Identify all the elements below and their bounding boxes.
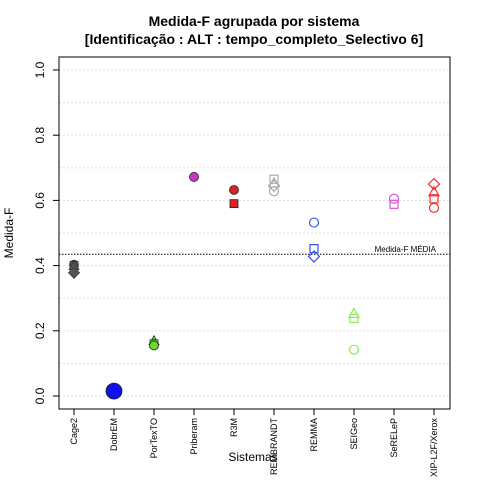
x-tick-label: REMBRANDT — [269, 418, 279, 476]
y-tick-label: 0.2 — [33, 322, 47, 339]
point-square — [429, 194, 439, 204]
x-axis: Cage2 DobrEM PorTexTO Priberam R3M REMBRANDT R… — [69, 408, 439, 478]
point-circle — [388, 193, 400, 204]
point-diamond — [267, 179, 281, 193]
y-tick-label: 0.4 — [33, 257, 47, 274]
x-tick-label: XIP-L2F/Xerox — [429, 418, 439, 478]
point-circle — [348, 344, 360, 355]
chart-subtitle: [Identificação : ALT : tempo_completo_Se… — [85, 31, 423, 47]
point-diamond — [427, 177, 441, 191]
point-diamond — [67, 266, 81, 279]
reference-line-label: Medida-F MÉDIA — [375, 245, 437, 254]
chart-title: Medida-F agrupada por sistema — [149, 13, 360, 29]
point-triangle — [427, 185, 441, 197]
x-tick-label: Cage2 — [69, 418, 79, 445]
x-tick-label: SEIGeo — [349, 418, 359, 450]
points-layer — [67, 172, 441, 400]
point-circle — [229, 185, 239, 195]
point-circle — [308, 217, 320, 228]
point-triangle — [347, 307, 361, 318]
y-tick-label: 0.0 — [33, 387, 47, 404]
point-square — [269, 174, 279, 184]
point-diamond — [307, 250, 321, 263]
point-circle — [268, 186, 280, 197]
point-circle — [189, 172, 199, 182]
x-tick-label: R3M — [229, 418, 239, 437]
y-tick-label: 0.6 — [33, 192, 47, 209]
point-square — [389, 199, 399, 209]
x-tick-label: REMMA — [309, 418, 319, 452]
x-axis-label: Sistemas — [228, 450, 277, 464]
point-square — [349, 313, 359, 324]
y-axis-label: Medida-F — [2, 208, 16, 259]
y-tick-label: 1.0 — [33, 61, 47, 78]
reference-layer: Medida-F MÉDIA — [59, 245, 450, 255]
x-tick-label: Priberam — [189, 418, 199, 455]
point-circle — [428, 202, 440, 213]
point-circle — [105, 382, 123, 400]
point-square — [309, 244, 319, 254]
grid-layer — [59, 69, 450, 397]
y-axis: 0.0 0.2 0.4 0.6 0.8 1.0 — [33, 61, 60, 404]
point-circle — [149, 340, 159, 351]
y-tick-label: 0.8 — [33, 127, 47, 144]
x-tick-label: SeRELeP — [389, 418, 399, 458]
x-tick-label: DobrEM — [109, 418, 119, 451]
x-tick-label: PorTexTO — [149, 418, 159, 458]
point-square — [229, 199, 239, 209]
